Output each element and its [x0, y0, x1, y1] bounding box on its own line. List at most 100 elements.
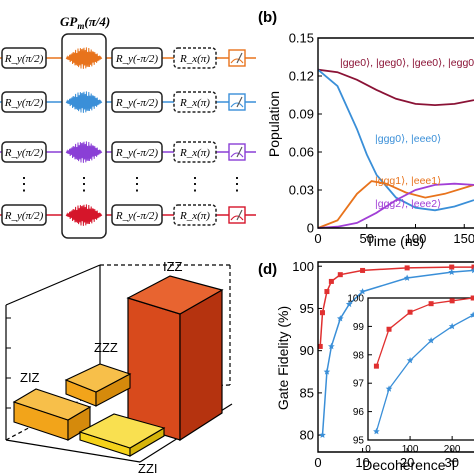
bar-ziz — [12, 388, 92, 441]
panel-d-ytick-label: 90 — [300, 343, 314, 358]
dots-1: ⋮ — [15, 174, 33, 194]
inset-ytick-label: 99 — [353, 322, 365, 333]
panel-d-ytick-label: 100 — [292, 259, 314, 274]
panel-d-ytick-label: 80 — [300, 428, 314, 443]
fidelity-panel: (d) Gate Fidelity (%) Decoherence T 1009… — [258, 259, 474, 473]
inset-ytick-label: 95 — [353, 436, 365, 447]
rx-gates: R_x(π) R_x(π) R_x(π) R_x(π) — [173, 47, 217, 226]
bar-zzz-label: ZZZ — [94, 340, 118, 355]
inset-marker — [427, 337, 435, 344]
panel-b-line-3 — [317, 180, 474, 229]
inset-xtick-label: 100 — [402, 444, 419, 455]
bar-izz-side — [179, 288, 223, 442]
meter-1 — [228, 49, 246, 67]
ry-neg-gate-3 — [111, 141, 163, 163]
annotation-gge0: |gge0⟩, |geg0⟩, |gee0⟩, |egg0⟩ — [340, 57, 474, 69]
inset-marker — [406, 357, 414, 364]
rx-gate-2-label: R_x(π) — [179, 97, 210, 109]
annotation-ggg0: |ggg0⟩, |eee0⟩ — [375, 133, 441, 145]
panel-d-ytick-labels: 100 95 90 85 80 — [292, 259, 314, 443]
panel-d-marker — [328, 278, 334, 284]
meter-1-needle — [236, 52, 243, 64]
inset-marker — [386, 326, 392, 332]
ry-neg-gate-4-label: R_y(-π/2) — [115, 210, 158, 222]
panel-b-ytick-label: 0 — [307, 221, 314, 236]
panel-d-marker — [448, 268, 455, 275]
panel-d-xtick-label: 10 — [355, 455, 369, 470]
rx-gate-1 — [173, 47, 217, 69]
ry-gate-1-label: R_y(π/2) — [4, 53, 44, 65]
panel-d-ytick-label: 95 — [300, 301, 314, 316]
inset-ytick-label: 98 — [353, 350, 365, 361]
panel-d-xlabel: Decoherence T — [362, 457, 458, 473]
panel-d-xtick-labels: 0 10 20 30 — [314, 455, 459, 470]
inset-ytick-label: 97 — [353, 379, 365, 390]
meter-3-box — [228, 143, 246, 161]
dots-5: ⋮ — [228, 174, 246, 194]
inset-xtick-label: 200 — [444, 444, 461, 455]
panel-d-marker — [404, 265, 410, 271]
ry-neg-gate-1-label: R_y(-π/2) — [115, 53, 158, 65]
panel-b-ytick-labels: 0.15 0.12 0.09 0.06 0.03 0 — [289, 31, 314, 236]
inset-marker — [385, 385, 393, 392]
panel-b-xlabel: Time (ns) — [366, 233, 425, 249]
ry-gate-2-label: R_y(π/2) — [4, 97, 44, 109]
inset-marker — [407, 309, 413, 315]
pulse-3 — [65, 141, 103, 163]
ry-neg-gate-4 — [111, 204, 163, 226]
inset-ytick-label: 96 — [353, 407, 365, 418]
panel-d-marker — [345, 300, 353, 308]
pulse-group — [65, 47, 103, 226]
inset-marker — [448, 322, 456, 330]
bar-izz-front — [127, 297, 181, 441]
dots-4: ⋮ — [186, 174, 204, 194]
panel-d-marker — [319, 431, 326, 438]
pulse-4 — [65, 204, 103, 226]
panel-b-frame — [317, 37, 474, 229]
rx-gate-3-label: R_x(π) — [179, 147, 210, 159]
inset-xtick-labels: 0 100 200 — [365, 444, 461, 455]
population-panel: (b) Population Time (ns) 0.15 0.12 0.09 0.0… — [258, 9, 474, 249]
ry-gate-4 — [1, 204, 47, 226]
panel-b-ytick-label: 0.03 — [289, 183, 314, 198]
panel-b-xtick-label: 50 — [360, 231, 374, 246]
inset-ytick-labels: 100 99 98 97 96 95 — [347, 294, 364, 447]
panel-b-ytick-label: 0.06 — [289, 145, 314, 160]
panel-b-line-2 — [317, 69, 474, 212]
inset-ytick-label: 100 — [347, 294, 364, 305]
ry-gate-3-label: R_y(π/2) — [4, 147, 44, 159]
c-ticks — [6, 317, 11, 409]
panel-b-ytick-label: 0.15 — [289, 31, 314, 46]
panel-d-marker — [323, 368, 331, 375]
inset-marker — [373, 428, 380, 435]
rx-gate-1-label: R_x(π) — [179, 53, 210, 65]
meter-1-box — [228, 49, 246, 67]
rx-gate-4 — [173, 204, 217, 226]
meter-1-arc — [230, 58, 244, 64]
bar-ziz-top — [12, 388, 92, 421]
panel-d-marker — [471, 264, 474, 270]
tomography-panel: IZZ ZZZ ZIZ ZZI — [5, 259, 233, 474]
panel-d-frame — [317, 261, 474, 453]
meter-2 — [228, 93, 246, 111]
inset-frame — [367, 297, 474, 441]
bar-izz-top — [126, 275, 224, 315]
meter-4 — [228, 206, 246, 224]
c-axis-front — [5, 439, 141, 463]
ry-neg-gate-3-label: R_y(-π/2) — [115, 147, 158, 159]
panel-d-series — [317, 264, 474, 438]
meter-3 — [228, 143, 246, 161]
meter-2-arc — [230, 102, 244, 108]
inset-marker — [469, 311, 474, 318]
panel-d-marker — [319, 310, 325, 316]
ry-neg-gate-1 — [111, 47, 163, 69]
dots-3: ⋮ — [128, 174, 146, 194]
panel-d-xtick-label: 0 — [314, 455, 321, 470]
pulse-2 — [65, 91, 103, 113]
panel-d-marker — [470, 266, 474, 274]
panel-d-marker — [449, 264, 455, 270]
bar-zzz-top — [64, 363, 132, 393]
inset-marker — [470, 295, 474, 301]
c-axis-floor-left — [5, 389, 101, 441]
ry-gate-1 — [1, 47, 47, 69]
